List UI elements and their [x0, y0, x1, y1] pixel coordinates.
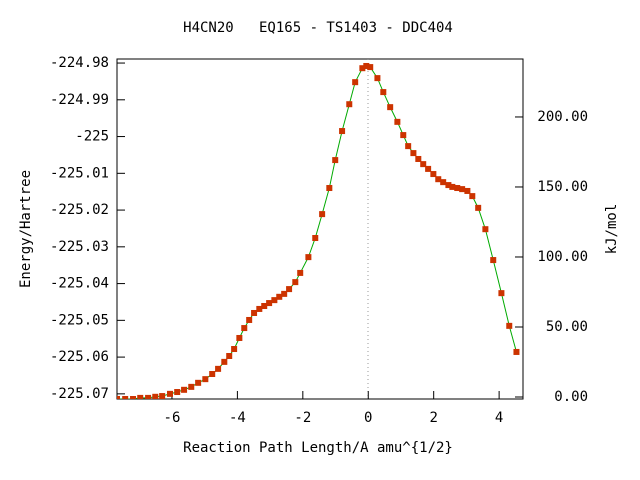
y-tick-label: -225.06	[50, 349, 109, 365]
data-point	[367, 64, 374, 71]
data-point	[226, 352, 233, 359]
y-tick-label: -225	[75, 129, 109, 145]
data-point	[359, 65, 366, 72]
data-point	[276, 293, 283, 300]
data-point	[352, 79, 359, 86]
y-tick-label: -225.03	[50, 239, 109, 255]
data-point	[297, 269, 304, 276]
data-point	[459, 186, 466, 193]
y-tick-label: -225.01	[50, 165, 109, 181]
data-point	[312, 235, 319, 242]
data-point	[400, 132, 407, 139]
data-point	[137, 394, 144, 399]
data-point	[256, 305, 263, 312]
data-point	[506, 322, 513, 329]
x-tick-label: -4	[229, 410, 246, 426]
data-point	[251, 309, 258, 316]
x-tick-label: -2	[294, 410, 311, 426]
data-point	[271, 297, 278, 304]
data-point	[145, 394, 152, 399]
data-point	[380, 89, 387, 96]
data-point	[374, 75, 381, 82]
data-point	[202, 376, 209, 383]
data-point	[195, 379, 202, 386]
data-point	[332, 157, 339, 164]
y2-tick-label: 0.00	[554, 389, 588, 405]
data-point	[266, 300, 273, 307]
x-tick-label: 4	[495, 410, 503, 426]
data-point	[286, 286, 293, 293]
data-point	[498, 290, 505, 297]
data-point	[174, 389, 181, 396]
chart-title: H4CN20 EQ165 - TS1403 - DDC404	[183, 20, 453, 36]
data-point	[415, 155, 422, 162]
data-point	[117, 396, 120, 399]
data-point	[405, 143, 412, 150]
data-point	[513, 348, 520, 355]
plot-frame	[116, 58, 524, 400]
x-tick-label: 2	[429, 410, 437, 426]
data-point	[241, 325, 248, 332]
y-tick-label: -225.05	[50, 312, 109, 328]
energy-curve	[117, 65, 517, 399]
data-point	[231, 346, 238, 353]
plot-area	[117, 62, 520, 399]
data-point	[454, 185, 461, 192]
data-point	[292, 279, 299, 286]
y2-tick-label: 150.00	[537, 179, 588, 195]
data-point	[394, 118, 401, 125]
data-point	[440, 179, 447, 186]
data-point	[246, 316, 253, 323]
data-point	[215, 365, 222, 372]
y-tick-label: -225.04	[50, 276, 109, 292]
data-point	[305, 254, 312, 261]
y2-tick-label: 50.00	[546, 319, 588, 335]
data-point	[281, 290, 288, 297]
x-axis-label: Reaction Path Length/A amu^{1/2}	[183, 440, 453, 456]
data-point	[420, 161, 427, 168]
data-point	[410, 150, 417, 157]
data-point	[152, 393, 159, 399]
x-tick-label: 0	[364, 410, 372, 426]
data-point	[490, 257, 497, 264]
data-point	[425, 165, 432, 172]
data-point	[435, 176, 442, 183]
data-point	[387, 104, 394, 111]
y-tick-label: -224.98	[50, 55, 109, 71]
data-point	[449, 183, 456, 190]
data-point	[236, 334, 243, 341]
data-point	[261, 303, 268, 310]
data-point	[209, 371, 216, 378]
data-point	[326, 185, 333, 192]
data-point	[122, 396, 129, 399]
data-point	[130, 396, 137, 399]
y-tick-label: -225.02	[50, 202, 109, 218]
y-tick-label: -224.99	[50, 92, 109, 108]
y2-tick-label: 200.00	[537, 109, 588, 125]
data-point	[475, 204, 482, 211]
data-point	[445, 182, 452, 189]
data-point	[319, 211, 326, 218]
data-point	[166, 390, 173, 397]
y2-tick-label: 100.00	[537, 249, 588, 265]
data-point	[464, 187, 471, 194]
data-point	[469, 193, 476, 200]
data-point	[430, 171, 437, 178]
y-tick-label: -225.07	[50, 386, 109, 402]
data-point	[159, 393, 166, 399]
y-axis-label: Energy/Hartree	[18, 170, 34, 288]
x-tick-label: -6	[164, 410, 181, 426]
data-point	[482, 226, 489, 233]
data-point	[188, 383, 195, 390]
data-point	[363, 62, 370, 69]
data-point	[181, 386, 188, 393]
data-point	[339, 128, 346, 135]
y2-axis-label: kJ/mol	[604, 204, 620, 255]
data-point	[221, 358, 228, 365]
data-point	[346, 101, 353, 108]
